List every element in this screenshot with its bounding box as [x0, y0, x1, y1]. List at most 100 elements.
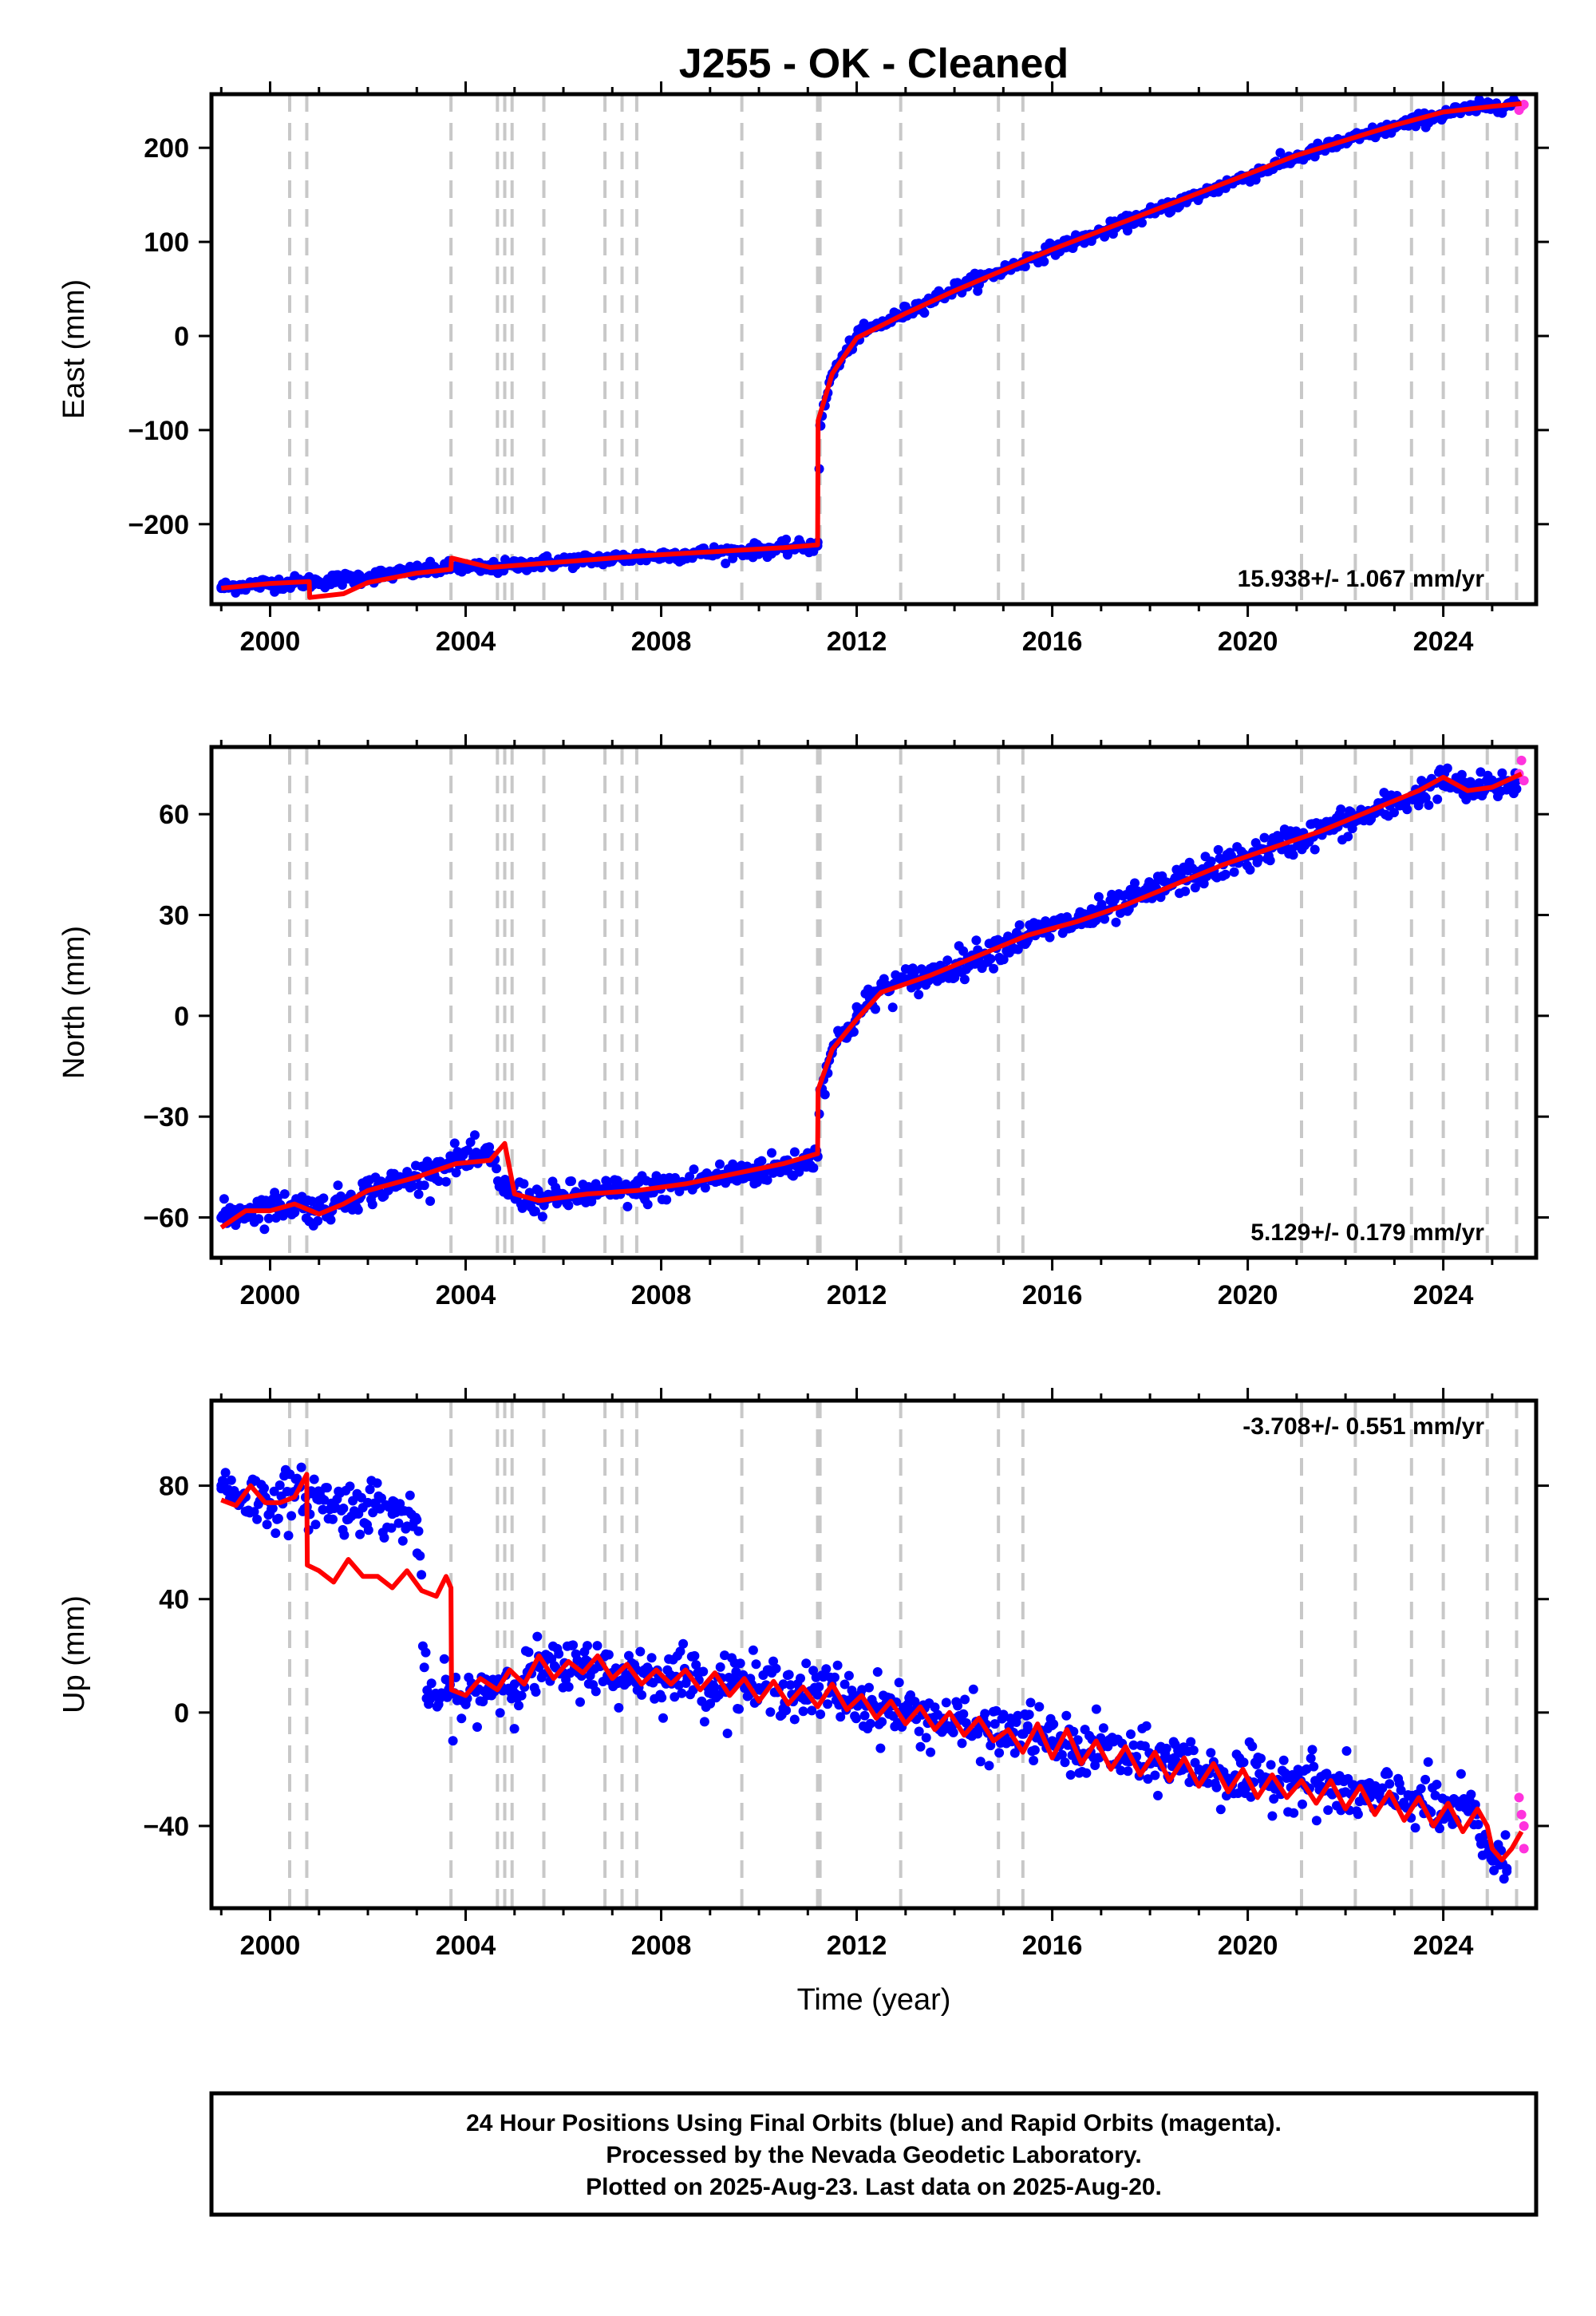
footer-line-1: 24 Hour Positions Using Final Orbits (bl…: [466, 2110, 1282, 2136]
final-orbit-point: [1511, 784, 1522, 794]
final-orbit-point: [1250, 175, 1261, 185]
final-orbit-point: [832, 1660, 843, 1670]
final-orbit-point: [1123, 226, 1132, 236]
final-orbit-point: [273, 1513, 283, 1524]
final-orbit-point: [1288, 850, 1298, 860]
final-orbit-point: [554, 1649, 564, 1659]
final-orbit-point: [1396, 1785, 1406, 1796]
final-orbit-point: [705, 1698, 716, 1709]
final-orbit-point: [700, 1183, 710, 1193]
plot-area: [216, 755, 1529, 1235]
final-orbit-point: [532, 1631, 543, 1642]
final-orbit-point: [1049, 1719, 1059, 1729]
final-orbit-point: [591, 1686, 601, 1697]
final-orbit-point: [991, 1705, 1001, 1716]
final-orbit-point: [314, 576, 324, 587]
final-orbit-point: [387, 1509, 397, 1520]
final-orbit-point: [296, 1462, 306, 1472]
final-orbit-point: [397, 1535, 408, 1546]
final-orbit-point: [1238, 1757, 1249, 1768]
final-orbit-point: [386, 1523, 397, 1533]
final-orbit-point: [785, 1680, 796, 1690]
x-tick-label: 2024: [1413, 1931, 1474, 1961]
final-orbit-point: [748, 1645, 758, 1655]
final-orbit-point: [465, 1137, 476, 1148]
final-orbit-point: [958, 1709, 969, 1719]
final-orbit-point: [1220, 869, 1231, 879]
final-orbit-point: [984, 1761, 994, 1771]
x-tick-label: 2020: [1218, 1931, 1278, 1961]
final-orbit-point: [721, 559, 731, 568]
final-orbit-point: [698, 1666, 709, 1677]
final-orbit-point: [567, 1176, 576, 1186]
final-orbit-point: [998, 954, 1009, 965]
final-orbit-point: [915, 1741, 926, 1752]
final-orbit-point: [322, 1483, 332, 1493]
final-orbit-point: [752, 1177, 762, 1188]
final-orbit-point: [1128, 1740, 1139, 1750]
final-orbit-point: [1500, 1830, 1511, 1840]
final-orbit-point: [509, 1679, 519, 1690]
final-orbit-point: [1186, 1737, 1196, 1747]
final-orbit-point: [971, 935, 982, 946]
y-tick-label: 100: [144, 227, 189, 258]
final-orbit-point: [412, 1515, 422, 1525]
final-orbit-point: [216, 1212, 227, 1223]
final-orbit-point: [642, 1199, 653, 1210]
final-orbit-point: [1298, 1799, 1307, 1809]
y-tick-label: 80: [159, 1472, 189, 1502]
final-orbit-point: [1323, 1805, 1333, 1816]
final-orbit-point: [998, 1709, 1009, 1720]
x-tick-label: 2024: [1413, 626, 1474, 657]
final-orbit-point: [271, 1213, 281, 1223]
final-orbit-point: [421, 1694, 432, 1704]
final-orbit-point: [959, 974, 970, 985]
final-orbit-point: [583, 1641, 592, 1651]
final-orbit-point: [1025, 1697, 1036, 1708]
final-orbit-point: [1245, 864, 1255, 875]
final-orbit-point: [500, 1185, 510, 1196]
rapid-orbit-point: [1514, 1792, 1524, 1803]
final-orbit-point: [602, 1176, 613, 1187]
rate-label: 15.938+/- 1.067 mm/yr: [1238, 566, 1485, 592]
final-orbit-point: [1045, 932, 1055, 943]
final-orbit-point: [767, 1148, 776, 1158]
final-orbit-point: [1060, 1757, 1070, 1768]
final-orbit-point: [778, 1679, 788, 1690]
y-tick-label: −40: [143, 1812, 189, 1842]
final-orbit-point: [781, 1705, 792, 1716]
x-tick-label: 2000: [240, 626, 301, 657]
final-orbit-point: [975, 1757, 986, 1767]
x-tick-label: 2000: [240, 1931, 301, 1961]
final-orbit-point: [1194, 1764, 1204, 1774]
plot-area: [216, 1462, 1529, 1884]
final-orbit-point: [1456, 1769, 1466, 1779]
y-tick-label: 0: [174, 1002, 189, 1032]
final-orbit-point: [768, 1656, 778, 1666]
footer-line-3: Plotted on 2025-Aug-23. Last data on 202…: [586, 2174, 1162, 2200]
final-orbit-point: [765, 1707, 776, 1717]
x-tick-label: 2024: [1413, 1280, 1474, 1310]
final-orbit-point: [900, 1707, 911, 1717]
final-orbit-point: [603, 1650, 614, 1660]
final-orbit-point: [812, 1690, 823, 1700]
final-orbit-point: [363, 571, 373, 582]
final-orbit-point: [1073, 1735, 1083, 1745]
final-orbit-point: [1215, 1804, 1226, 1815]
final-orbit-point: [470, 1130, 480, 1140]
y-tick-label: 40: [159, 1585, 189, 1615]
x-tick-label: 2008: [631, 626, 692, 657]
final-orbit-point: [1254, 854, 1264, 864]
final-orbit-point: [1123, 1766, 1133, 1777]
final-orbit-point: [1310, 844, 1320, 855]
final-orbit-point: [1311, 1816, 1321, 1826]
final-orbit-point: [734, 1704, 744, 1714]
final-orbit-point: [1432, 1780, 1442, 1789]
y-tick-label: −200: [128, 510, 189, 540]
final-orbit-point: [402, 1167, 413, 1177]
final-orbit-point: [1432, 794, 1443, 804]
plot-area: [216, 94, 1529, 600]
final-orbit-point: [269, 1486, 279, 1496]
final-orbit-point: [405, 1490, 415, 1500]
final-orbit-point: [460, 1696, 471, 1706]
